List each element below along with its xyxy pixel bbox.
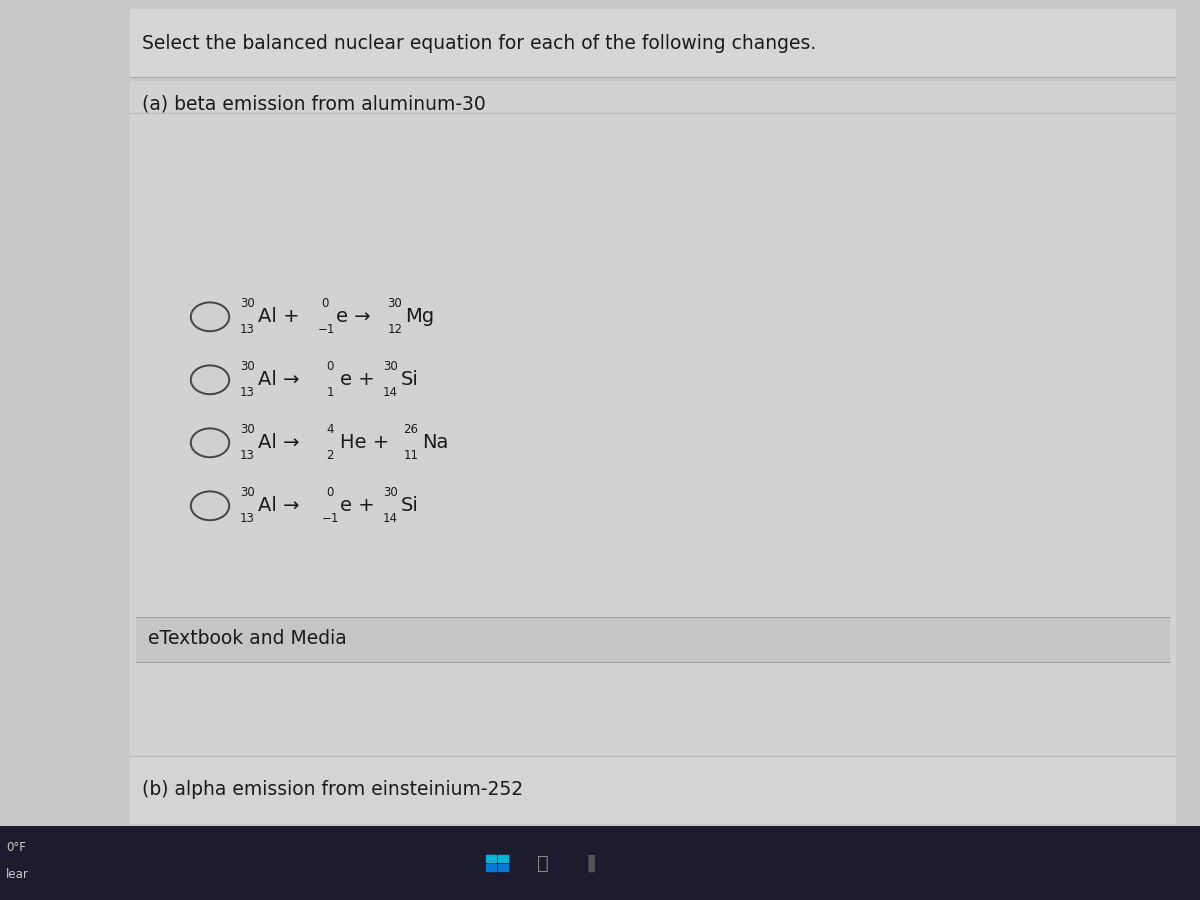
Text: 2: 2	[326, 449, 334, 462]
FancyBboxPatch shape	[130, 81, 1176, 824]
Text: 30: 30	[383, 360, 397, 373]
Text: Al →: Al →	[258, 496, 306, 516]
Text: 13: 13	[240, 386, 254, 399]
Circle shape	[191, 365, 229, 394]
FancyBboxPatch shape	[130, 756, 1176, 824]
Text: −1: −1	[318, 323, 335, 336]
Circle shape	[191, 302, 229, 331]
Text: Al +: Al +	[258, 307, 306, 327]
Text: −1: −1	[322, 512, 338, 525]
Text: 30: 30	[240, 423, 254, 436]
Text: 13: 13	[240, 449, 254, 462]
Circle shape	[191, 491, 229, 520]
Text: Mg: Mg	[406, 307, 434, 327]
Text: Si: Si	[401, 496, 419, 516]
Text: lear: lear	[6, 868, 29, 881]
FancyBboxPatch shape	[136, 616, 1170, 662]
Text: 0: 0	[326, 486, 334, 499]
Text: Al →: Al →	[258, 370, 306, 390]
FancyBboxPatch shape	[130, 9, 1176, 77]
Text: 30: 30	[240, 360, 254, 373]
Circle shape	[191, 428, 229, 457]
Text: Select the balanced nuclear equation for each of the following changes.: Select the balanced nuclear equation for…	[142, 33, 816, 53]
Text: ▐: ▐	[582, 854, 594, 872]
Text: e +: e +	[340, 370, 380, 390]
Text: 30: 30	[240, 486, 254, 499]
Text: 13: 13	[240, 512, 254, 525]
FancyBboxPatch shape	[0, 826, 1200, 900]
Text: ⌕: ⌕	[536, 853, 548, 873]
Text: 26: 26	[403, 423, 419, 436]
Text: Na: Na	[422, 433, 449, 453]
Text: 0: 0	[326, 360, 334, 373]
Text: 30: 30	[388, 297, 402, 310]
Text: Al →: Al →	[258, 433, 306, 453]
Bar	[498, 855, 508, 862]
Text: 0: 0	[322, 297, 329, 310]
Text: 13: 13	[240, 323, 254, 336]
Text: 14: 14	[383, 386, 398, 399]
Text: 12: 12	[388, 323, 403, 336]
Bar	[498, 864, 508, 871]
Bar	[486, 864, 496, 871]
Bar	[486, 855, 496, 862]
Text: He +: He +	[340, 433, 395, 453]
Text: 1: 1	[326, 386, 334, 399]
Text: eTextbook and Media: eTextbook and Media	[148, 629, 347, 649]
Text: 14: 14	[383, 512, 398, 525]
Text: Si: Si	[401, 370, 419, 390]
Text: (b) alpha emission from einsteinium-252: (b) alpha emission from einsteinium-252	[142, 780, 523, 799]
Text: 4: 4	[326, 423, 334, 436]
Text: (a) beta emission from aluminum-30: (a) beta emission from aluminum-30	[142, 94, 485, 113]
Text: 0°F: 0°F	[6, 842, 26, 854]
Text: 11: 11	[403, 449, 419, 462]
Text: e +: e +	[340, 496, 380, 516]
Text: 30: 30	[240, 297, 254, 310]
Text: e →: e →	[336, 307, 377, 327]
Text: 30: 30	[383, 486, 397, 499]
